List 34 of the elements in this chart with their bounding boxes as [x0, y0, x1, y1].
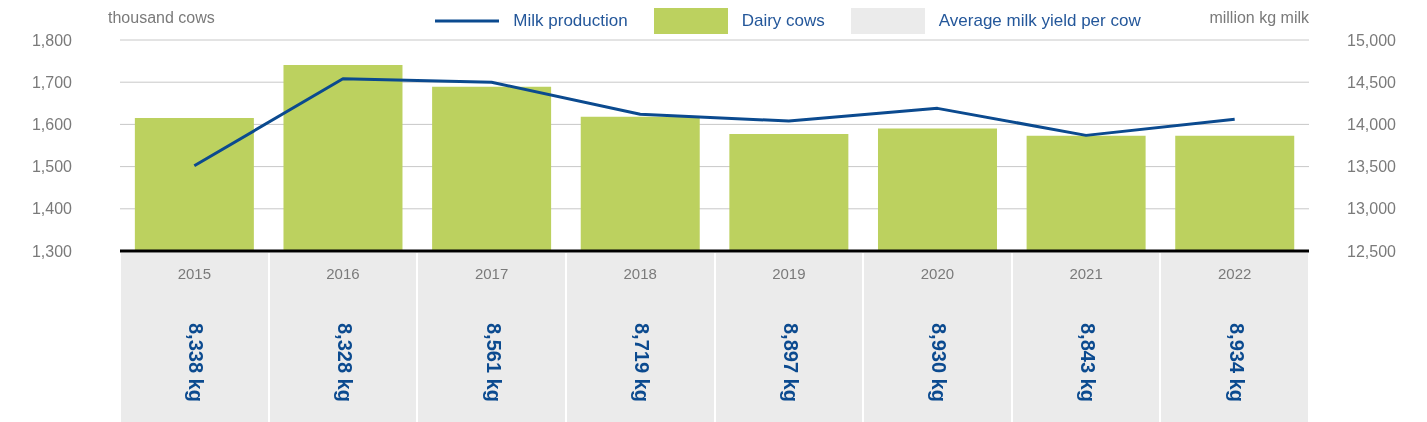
y-tick-label: 1,800 — [31, 31, 73, 49]
y2-tick-label: 13,500 — [1347, 158, 1397, 176]
data-label: 8,561 kg — [481, 323, 505, 402]
y2-tick-label: 15,000 — [1347, 31, 1397, 49]
legend-label: Dairy cows — [741, 11, 825, 31]
y2-tick-label: 14,000 — [1347, 116, 1397, 134]
x-tick-label: 2015 — [177, 265, 211, 282]
x-tick-label: 2016 — [326, 265, 360, 282]
legend-label: Average milk yield per cow — [938, 11, 1141, 31]
y2-axis-title: million kg milk — [1209, 9, 1309, 27]
line-series — [192, 77, 1237, 168]
data-label: 8,897 kg — [778, 323, 802, 402]
x-tick-label: 2021 — [1069, 265, 1103, 282]
data-label: 8,328 kg — [332, 323, 356, 402]
x-tick-label: 2017 — [474, 265, 509, 282]
y-tick-label: 1,600 — [31, 116, 73, 134]
y-tick-label: 1,300 — [31, 242, 73, 260]
x-tick-label: 2019 — [772, 265, 806, 282]
data-label: 8,934 kg — [1224, 323, 1248, 402]
data-label: 8,843 kg — [1076, 323, 1100, 402]
y2-tick-label: 13,000 — [1347, 200, 1397, 218]
data-label: 8,719 kg — [630, 323, 654, 402]
y2-tick-label: 12,500 — [1347, 242, 1397, 260]
data-label: 8,930 kg — [927, 323, 951, 402]
legend-label: Milk production — [513, 11, 628, 31]
x-tick-label: 2018 — [623, 265, 657, 282]
y-tick-label: 1,400 — [31, 200, 73, 218]
x-tick-label: 2020 — [920, 265, 955, 282]
y-tick-label: 1,500 — [31, 158, 73, 176]
y-axis-title: thousand cows — [108, 9, 215, 27]
y-tick-label: 1,700 — [31, 73, 73, 91]
x-tick-label: 2022 — [1218, 265, 1252, 282]
y2-tick-label: 14,500 — [1347, 73, 1397, 91]
data-label: 8,338 kg — [184, 323, 208, 402]
